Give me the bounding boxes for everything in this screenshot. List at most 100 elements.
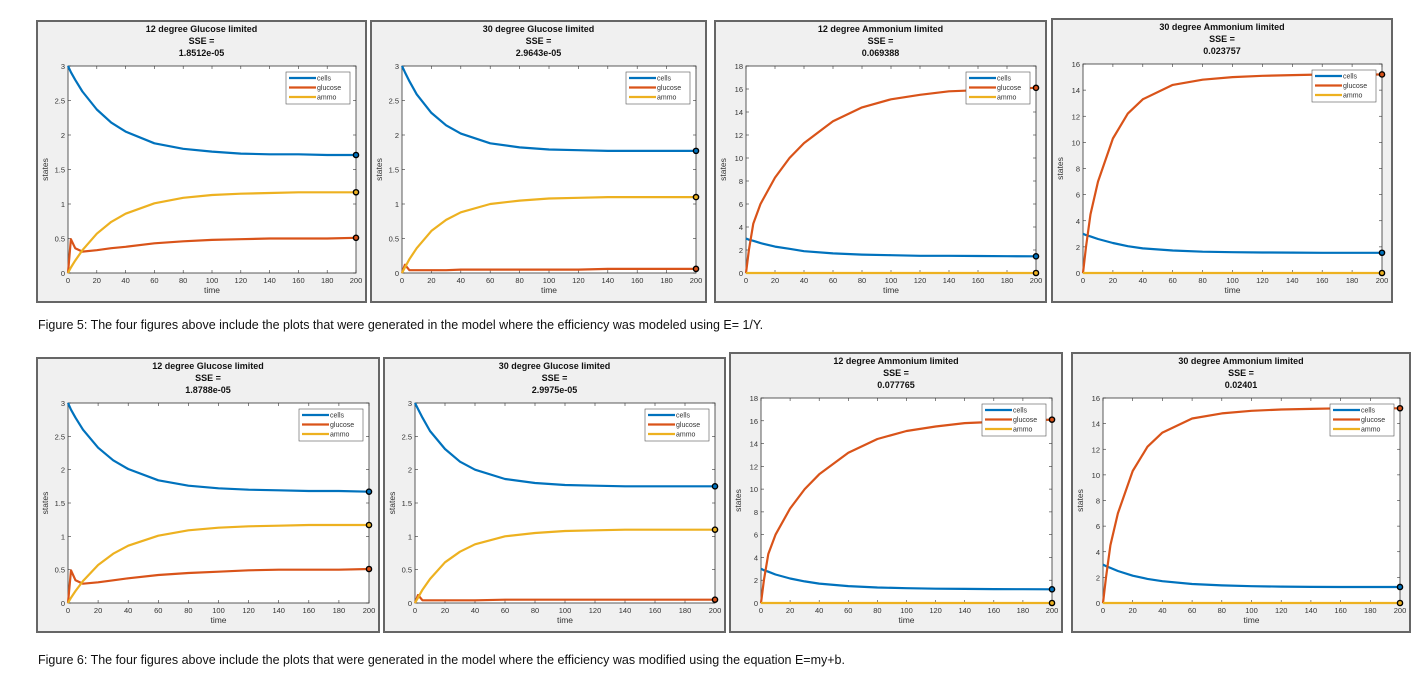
endpoint-marker-ammo bbox=[1396, 599, 1404, 607]
series-line-glucose bbox=[66, 567, 370, 604]
endpoint-marker-cells bbox=[365, 488, 373, 495]
x-tick-label: 40 bbox=[124, 606, 132, 615]
x-tick-label: 120 bbox=[1275, 606, 1288, 615]
sse-label: SSE = bbox=[542, 373, 568, 383]
x-tick-label: 60 bbox=[844, 606, 852, 615]
x-tick-label: 140 bbox=[943, 276, 956, 285]
y-tick-label: 6 bbox=[1096, 522, 1100, 531]
x-tick-label: 180 bbox=[679, 606, 692, 615]
legend-label-ammo: ammo bbox=[997, 95, 1017, 102]
y-tick-label: 4 bbox=[1096, 548, 1100, 557]
chart-title: 30 degree Glucose limited bbox=[483, 24, 595, 34]
x-tick-label: 60 bbox=[150, 276, 158, 285]
endpoint-marker-ammo bbox=[1032, 269, 1040, 277]
sse-value: 1.8512e-05 bbox=[179, 48, 225, 58]
x-tick-label: 120 bbox=[914, 276, 927, 285]
x-tick-label: 40 bbox=[1158, 606, 1166, 615]
legend-label-cells: cells bbox=[330, 413, 345, 420]
sse-value: 0.069388 bbox=[862, 48, 900, 58]
sse-label: SSE = bbox=[189, 36, 215, 46]
plot-panel-fig6-30deg-glucose: 30 degree Glucose limited SSE = 2.9975e-05… bbox=[383, 357, 726, 633]
endpoint-marker-cells bbox=[692, 147, 700, 155]
series-line-glucose bbox=[66, 236, 357, 274]
endpoint-marker-ammo bbox=[692, 193, 700, 201]
x-tick-label: 0 bbox=[744, 276, 748, 285]
chart-svg: 12 degree Ammonium limited SSE = 0.077765 0… bbox=[733, 356, 1058, 625]
y-tick-label: 16 bbox=[735, 85, 743, 94]
y-tick-label: 2 bbox=[1076, 243, 1080, 252]
y-tick-label: 2.5 bbox=[402, 432, 412, 441]
x-tick-label: 80 bbox=[515, 276, 523, 285]
chart-svg: 30 degree Glucose limited SSE = 2.9643e-05… bbox=[374, 24, 702, 295]
y-tick-label: 2 bbox=[739, 246, 743, 255]
endpoint-marker-glucose bbox=[711, 596, 719, 603]
x-tick-label: 200 bbox=[350, 276, 363, 285]
endpoint-marker-cells bbox=[352, 151, 360, 159]
y-tick-label: 10 bbox=[1092, 471, 1100, 480]
y-tick-label: 12 bbox=[1092, 445, 1100, 454]
y-tick-label: 1 bbox=[61, 532, 65, 541]
x-tick-label: 140 bbox=[602, 276, 615, 285]
x-tick-label: 80 bbox=[873, 606, 881, 615]
x-tick-label: 180 bbox=[1346, 276, 1359, 285]
x-tick-label: 200 bbox=[363, 606, 376, 615]
y-tick-label: 2 bbox=[61, 466, 65, 475]
sse-value: 1.8788e-05 bbox=[185, 385, 231, 395]
legend-label-cells: cells bbox=[1343, 74, 1358, 81]
x-tick-label: 20 bbox=[427, 276, 435, 285]
y-tick-label: 1.5 bbox=[55, 166, 65, 175]
endpoint-marker-cells bbox=[1032, 253, 1040, 260]
x-tick-label: 200 bbox=[709, 606, 722, 615]
y-tick-label: 8 bbox=[1076, 165, 1080, 174]
x-tick-label: 180 bbox=[1001, 276, 1014, 285]
plot-panel-fig6-12deg-ammonium: 12 degree Ammonium limited SSE = 0.077765 0… bbox=[729, 352, 1063, 633]
endpoint-marker-glucose bbox=[352, 234, 360, 242]
legend-label-glucose: glucose bbox=[657, 85, 681, 92]
endpoint-marker-glucose bbox=[1396, 404, 1404, 412]
x-tick-label: 60 bbox=[829, 276, 837, 285]
sse-label: SSE = bbox=[1209, 34, 1235, 44]
endpoint-marker-glucose bbox=[1032, 84, 1040, 92]
y-tick-label: 12 bbox=[750, 462, 758, 471]
y-tick-label: 1.5 bbox=[389, 166, 399, 175]
y-tick-label: 3 bbox=[61, 399, 65, 408]
x-axis-label: time bbox=[204, 285, 220, 295]
sse-label: SSE = bbox=[526, 36, 552, 46]
x-tick-label: 140 bbox=[1286, 276, 1299, 285]
sse-value: 2.9975e-05 bbox=[532, 385, 578, 395]
x-tick-label: 20 bbox=[771, 276, 779, 285]
sse-value: 0.02401 bbox=[1225, 380, 1258, 390]
legend-label-cells: cells bbox=[1361, 408, 1376, 415]
x-tick-label: 160 bbox=[1334, 606, 1347, 615]
legend-label-ammo: ammo bbox=[1361, 427, 1381, 434]
x-tick-label: 140 bbox=[958, 606, 971, 615]
y-tick-label: 1 bbox=[61, 200, 65, 209]
series-line-cells bbox=[66, 402, 370, 493]
x-tick-label: 120 bbox=[242, 606, 255, 615]
series-line-cells bbox=[401, 65, 696, 152]
y-tick-label: 8 bbox=[754, 508, 758, 517]
plot-panel-fig5-12deg-glucose: 12 degree Glucose limited SSE = 1.8512e-05… bbox=[36, 20, 367, 303]
x-tick-label: 160 bbox=[972, 276, 985, 285]
y-tick-label: 12 bbox=[735, 131, 743, 140]
y-tick-label: 2 bbox=[61, 131, 65, 140]
x-tick-label: 180 bbox=[660, 276, 673, 285]
x-axis-label: time bbox=[1243, 615, 1259, 625]
endpoint-marker-glucose bbox=[1048, 416, 1056, 423]
sse-label: SSE = bbox=[868, 36, 894, 46]
sse-value: 0.077765 bbox=[877, 380, 915, 390]
y-tick-label: 0 bbox=[754, 599, 758, 608]
y-tick-label: 0.5 bbox=[389, 235, 399, 244]
x-tick-label: 60 bbox=[501, 606, 509, 615]
x-tick-label: 100 bbox=[206, 276, 219, 285]
legend: cells glucose ammo bbox=[1311, 69, 1377, 103]
y-tick-label: 0 bbox=[395, 269, 399, 278]
y-tick-label: 16 bbox=[1092, 394, 1100, 403]
series-line-cells bbox=[67, 65, 356, 157]
x-tick-label: 40 bbox=[1139, 276, 1147, 285]
x-tick-label: 0 bbox=[413, 606, 417, 615]
y-tick-label: 0.5 bbox=[55, 235, 65, 244]
x-tick-label: 120 bbox=[589, 606, 602, 615]
x-tick-label: 0 bbox=[1081, 276, 1085, 285]
x-tick-label: 40 bbox=[457, 276, 465, 285]
